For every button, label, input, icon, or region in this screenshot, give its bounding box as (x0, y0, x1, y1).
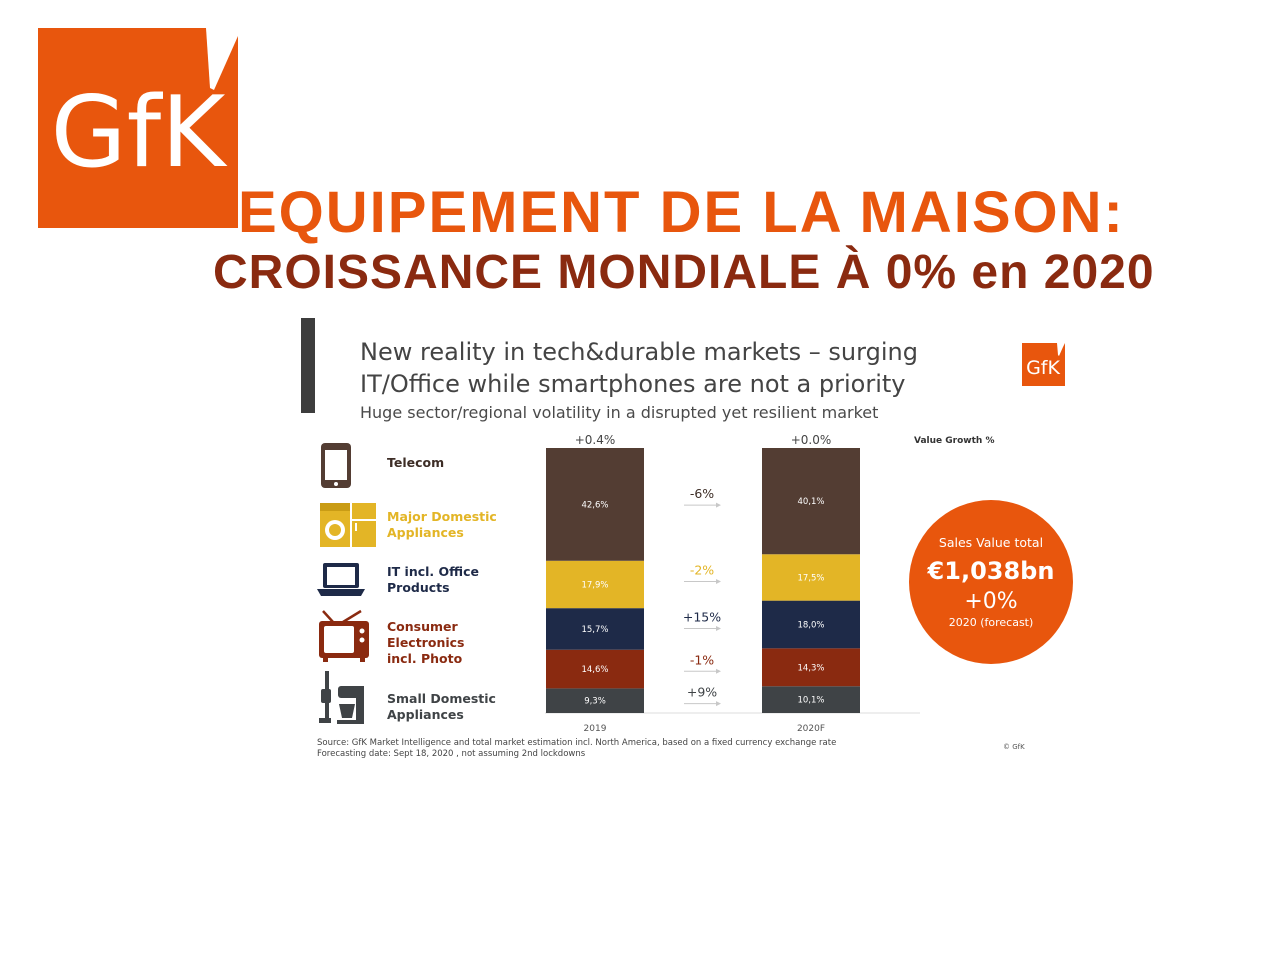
callout-note: 2020 (forecast) (949, 616, 1034, 629)
gfk-small-logo-text: GfK (1026, 357, 1060, 379)
gfk-logo-text: GfK (51, 76, 228, 190)
bar-segment (762, 686, 860, 713)
bar-segment (762, 554, 860, 601)
total-growth-label: +0.4% (575, 433, 616, 447)
growth-arrow-head (716, 502, 721, 508)
category-label: Telecom (387, 455, 444, 470)
vacuum-mixer-icon (319, 671, 364, 724)
source-note-line2: Forecasting date: Sept 18, 2020 , not as… (317, 749, 586, 759)
bar-segment (762, 648, 860, 687)
bar-value-label: 42,6% (581, 500, 608, 510)
growth-label: -1% (690, 652, 714, 667)
growth-label: +15% (683, 609, 721, 624)
source-note-line1: Source: GfK Market Intelligence and tota… (317, 738, 837, 748)
callout-growth: +0% (964, 589, 1017, 614)
bar-value-label: 17,5% (797, 573, 824, 583)
bar-segment (546, 608, 644, 650)
sales-total-callout (909, 500, 1073, 664)
category-label: Major Domestic Appliances (387, 509, 497, 540)
smartphone-icon (321, 443, 351, 488)
bar-segment (546, 560, 644, 609)
growth-arrow-head (716, 701, 721, 707)
bar-value-label: 14,3% (797, 663, 824, 673)
copyright-note: © GfK (1003, 743, 1025, 751)
callout-value: €1,038bn (927, 557, 1055, 585)
total-growth-label: +0.0% (791, 433, 832, 447)
bar-segment (546, 688, 644, 713)
bar-value-label: 17,9% (581, 580, 608, 590)
washing-machine-icon (320, 503, 376, 547)
bar-value-label: 10,1% (797, 696, 824, 706)
bar-value-label: 14,6% (581, 665, 608, 675)
bar-value-label: 18,0% (797, 620, 824, 630)
slide-heading-line2: IT/Office while smartphones are not a pr… (360, 370, 906, 398)
bar-segment (762, 600, 860, 649)
growth-arrow-head (716, 625, 721, 631)
callout-label: Sales Value total (939, 535, 1043, 550)
gfk-small-logo: GfK (1022, 343, 1065, 386)
slide-accent-bar (301, 318, 315, 413)
bar-segment (762, 448, 860, 555)
bar-segment (546, 649, 644, 689)
slide-heading-line1: New reality in tech&durable markets – su… (360, 338, 918, 366)
bar-value-label: 9,3% (584, 697, 606, 707)
growth-label: -2% (690, 562, 714, 577)
slide-subheading: Huge sector/regional volatility in a dis… (360, 403, 879, 422)
gfk-logo: GfK (38, 28, 238, 228)
bar-value-label: 15,7% (581, 625, 608, 635)
x-tick-label: 2019 (584, 724, 607, 734)
tv-icon (319, 609, 369, 662)
x-tick-label: 2020F (797, 724, 825, 734)
bar-value-label: 40,1% (797, 497, 824, 507)
category-label: Consumer Electronics incl. Photo (387, 619, 464, 666)
page-subtitle: CROISSANCE MONDIALE À 0% en 2020 (213, 246, 1155, 299)
growth-label: -6% (690, 486, 714, 501)
growth-label: +9% (687, 685, 717, 700)
page-title: EQUIPEMENT DE LA MAISON: (238, 180, 1125, 245)
category-label: Small Domestic Appliances (387, 691, 496, 722)
laptop-icon (317, 563, 365, 596)
bar-segment (546, 448, 644, 561)
category-label: IT incl. Office Products (387, 564, 479, 595)
growth-arrow-head (716, 668, 721, 674)
growth-arrow-head (716, 578, 721, 584)
legend-title: Value Growth % (914, 436, 994, 446)
